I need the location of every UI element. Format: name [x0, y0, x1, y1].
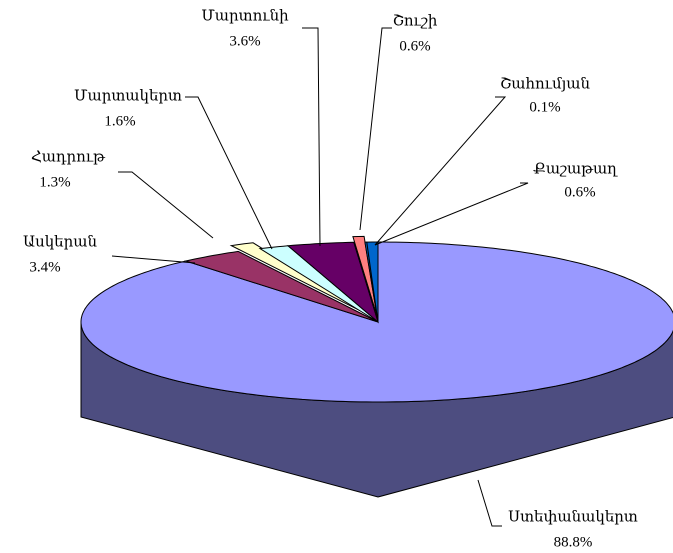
leader-line [302, 27, 321, 247]
leader-line [359, 27, 392, 231]
slice [258, 245, 379, 323]
slice-label: Ասկերան [23, 234, 98, 250]
value-label: 88.8% [554, 534, 593, 550]
value-label: 1.3% [39, 174, 70, 190]
slice [286, 241, 379, 324]
value-label: 0.6% [399, 38, 430, 54]
slice-label: Մարտունի [201, 8, 289, 24]
leader-line [118, 171, 214, 239]
leader-line [111, 255, 196, 264]
value-label: 0.1% [529, 99, 560, 115]
slice-label: Մարտակերտ [74, 88, 182, 104]
value-label: 1.6% [104, 113, 135, 129]
slice-label: Քաշաթաղ [533, 161, 618, 177]
value-label: 3.6% [229, 33, 260, 49]
slice [229, 242, 372, 317]
leader-line [374, 96, 507, 246]
slice-label: Հադրութ [31, 149, 106, 165]
slice-label: Շուշի [393, 13, 438, 29]
slice-label: Շահումյան [500, 76, 591, 92]
value-label: 3.4% [29, 259, 60, 275]
leader-line [477, 479, 502, 527]
value-label: 0.6% [564, 184, 595, 200]
slice [366, 241, 379, 323]
leader-line [374, 182, 529, 246]
slice [183, 250, 379, 323]
leader-line [185, 96, 273, 250]
slice-label: Ստեփանակերտ [508, 509, 638, 525]
